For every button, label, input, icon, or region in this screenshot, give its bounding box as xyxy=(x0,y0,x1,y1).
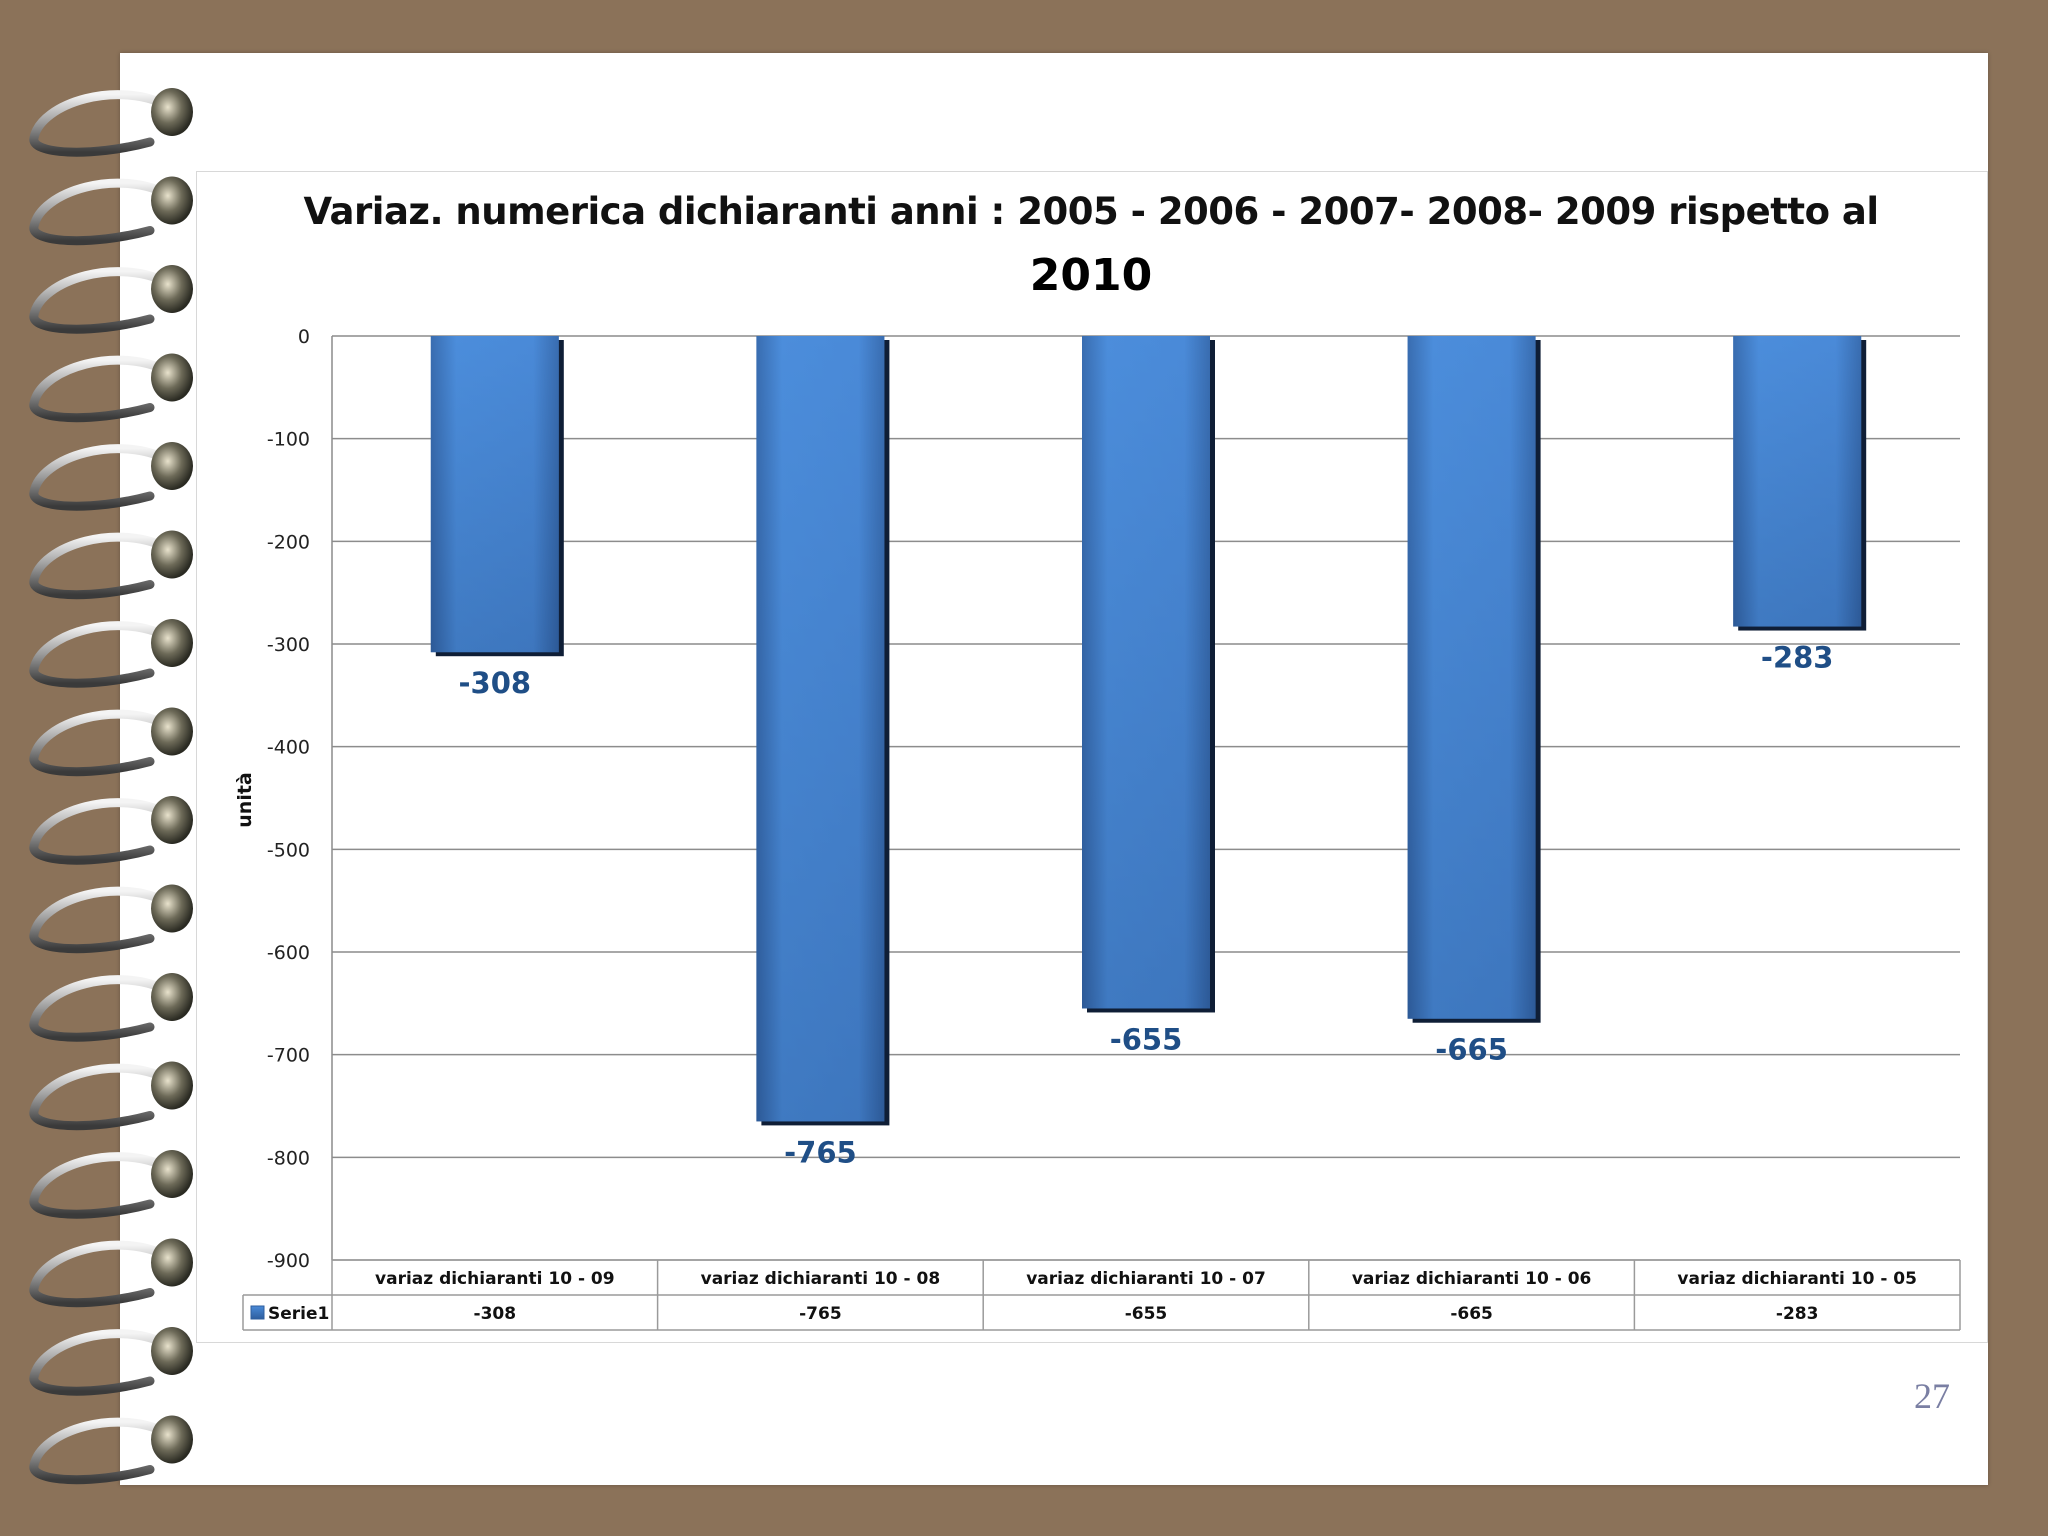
data-label: -283 xyxy=(1761,641,1834,675)
y-tick-label: -500 xyxy=(267,839,310,861)
bar-highlight xyxy=(756,336,885,1122)
legend-swatch xyxy=(250,1305,265,1320)
table-value: -308 xyxy=(474,1304,517,1324)
bars xyxy=(430,336,1867,1126)
y-tick-label: -600 xyxy=(267,942,310,964)
y-tick-label: -100 xyxy=(267,429,310,451)
data-table: variaz dichiaranti 10 - 09 -308 variaz dic… xyxy=(242,1259,1961,1331)
spiral-ring xyxy=(29,1150,193,1219)
spiral-ring xyxy=(29,1415,193,1485)
x-category-label: variaz dichiaranti 10 - 06 xyxy=(1352,1269,1592,1289)
spiral-ring xyxy=(29,973,193,1042)
y-tick-label: -200 xyxy=(267,531,310,553)
y-tick-label: -300 xyxy=(267,634,310,656)
table-value: -765 xyxy=(799,1304,842,1324)
spiral-ring xyxy=(29,176,193,246)
spiral-ring xyxy=(29,619,193,688)
table-value: -665 xyxy=(1450,1304,1493,1324)
chart-title: Variaz. numerica dichiaranti anni : 2005… xyxy=(303,190,1879,233)
spiral-ring xyxy=(29,1061,193,1131)
data-label: -765 xyxy=(784,1135,857,1169)
y-axis-ticks: 0 -100 -200 -300 -400 -500 -600 -700 -800 -900 xyxy=(267,326,310,1272)
spiral-ring xyxy=(29,1327,193,1396)
y-tick-label: -800 xyxy=(267,1147,310,1169)
spiral-ring xyxy=(29,707,193,777)
spiral-ring xyxy=(29,353,193,423)
data-label: -665 xyxy=(1435,1033,1508,1067)
x-category-label: variaz dichiaranti 10 - 09 xyxy=(375,1269,615,1289)
spiral-ring xyxy=(29,884,193,954)
bar-highlight xyxy=(1082,336,1210,1009)
spiral-ring xyxy=(29,1238,193,1308)
page-number: 27 xyxy=(1914,1376,1950,1416)
data-labels: -308 -765 -655 -665 -283 xyxy=(459,641,1834,1170)
x-category-label: variaz dichiaranti 10 - 07 xyxy=(1026,1269,1266,1289)
spiral-ring xyxy=(29,796,193,865)
spiral-ring xyxy=(29,530,193,600)
x-category-label: variaz dichiaranti 10 - 08 xyxy=(701,1269,941,1289)
table-value: -655 xyxy=(1125,1304,1168,1324)
y-axis-label: unità xyxy=(234,772,256,827)
y-tick-label: -900 xyxy=(267,1250,310,1272)
data-label: -308 xyxy=(459,666,532,700)
chart-subtitle: 2010 xyxy=(1029,250,1153,301)
spiral-ring xyxy=(29,442,193,511)
bar-highlight xyxy=(1733,336,1862,627)
table-value: -283 xyxy=(1776,1304,1819,1324)
bar-highlight xyxy=(430,336,559,653)
data-label: -655 xyxy=(1110,1022,1183,1056)
spiral-ring xyxy=(29,265,193,334)
notebook-spiral xyxy=(29,88,193,1485)
legend-series-name: Serie1 xyxy=(268,1304,329,1324)
y-tick-label: 0 xyxy=(298,326,310,348)
y-tick-label: -700 xyxy=(267,1045,310,1067)
bar-highlight xyxy=(1407,336,1536,1019)
y-tick-label: -400 xyxy=(267,737,310,759)
x-category-label: variaz dichiaranti 10 - 05 xyxy=(1677,1269,1917,1289)
spiral-ring xyxy=(29,88,193,157)
